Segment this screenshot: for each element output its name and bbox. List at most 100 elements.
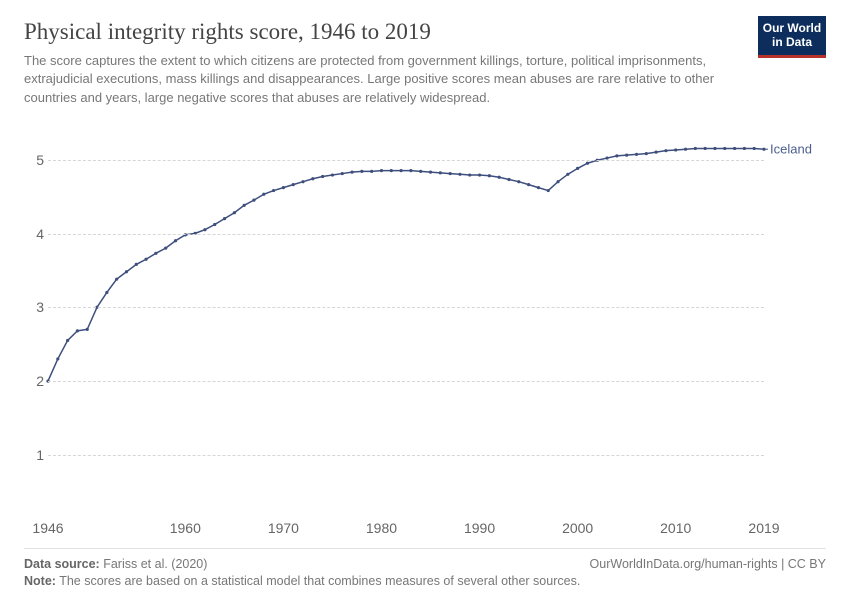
series-marker	[154, 252, 157, 255]
series-marker	[694, 147, 697, 150]
series-marker	[498, 176, 501, 179]
series-marker	[203, 228, 206, 231]
x-tick-label: 2000	[562, 520, 593, 536]
series-marker	[350, 171, 353, 174]
series-marker	[674, 148, 677, 151]
series-marker	[400, 169, 403, 172]
series-marker	[390, 169, 393, 172]
series-marker	[753, 147, 756, 150]
page-subtitle: The score captures the extent to which c…	[24, 52, 724, 109]
series-marker	[547, 189, 550, 192]
series-marker	[478, 174, 481, 177]
series-marker	[615, 154, 618, 157]
line-svg	[48, 130, 764, 514]
grid-line	[48, 455, 764, 456]
x-tick-label: 1946	[32, 520, 63, 536]
series-marker	[331, 174, 334, 177]
series-marker	[135, 263, 138, 266]
series-marker	[380, 169, 383, 172]
page-title: Physical integrity rights score, 1946 to…	[24, 18, 826, 46]
series-marker	[556, 180, 559, 183]
series-marker	[86, 328, 89, 331]
series-marker	[527, 183, 530, 186]
series-marker	[449, 172, 452, 175]
logo-line2: in Data	[772, 35, 812, 49]
series-marker	[664, 149, 667, 152]
note-label: Note:	[24, 574, 56, 588]
series-marker	[105, 291, 108, 294]
chart-area: 1234519461960197019801990200020102019Ice…	[24, 122, 826, 542]
series-marker	[174, 239, 177, 242]
owid-logo: Our World in Data	[758, 16, 826, 58]
series-marker	[311, 177, 314, 180]
series-marker	[301, 180, 304, 183]
series-marker	[458, 173, 461, 176]
series-marker	[125, 270, 128, 273]
series-marker	[566, 173, 569, 176]
series-marker	[243, 204, 246, 207]
series-marker	[576, 167, 579, 170]
x-tick-label: 1970	[268, 520, 299, 536]
y-tick-label: 4	[26, 226, 44, 242]
series-marker	[252, 199, 255, 202]
series-marker	[439, 171, 442, 174]
series-marker	[733, 147, 736, 150]
series-marker	[262, 193, 265, 196]
series-marker	[115, 278, 118, 281]
attribution: OurWorldInData.org/human-rights | CC BY	[590, 557, 826, 571]
series-marker	[66, 339, 69, 342]
series-marker	[713, 147, 716, 150]
series-marker	[684, 148, 687, 151]
grid-line	[48, 234, 764, 235]
y-tick-label: 3	[26, 299, 44, 315]
x-tick-label: 1980	[366, 520, 397, 536]
series-marker	[213, 223, 216, 226]
series-marker	[635, 153, 638, 156]
y-tick-label: 2	[26, 373, 44, 389]
footer: Data source: Fariss et al. (2020) OurWor…	[24, 548, 826, 588]
y-tick-label: 1	[26, 447, 44, 463]
x-tick-label: 2019	[748, 520, 779, 536]
series-marker	[370, 170, 373, 173]
series-marker	[164, 247, 167, 250]
series-marker	[586, 162, 589, 165]
note-value: The scores are based on a statistical mo…	[59, 574, 580, 588]
series-marker	[409, 169, 412, 172]
series-marker	[56, 357, 59, 360]
series-marker	[704, 147, 707, 150]
series-marker	[537, 186, 540, 189]
series-marker	[144, 258, 147, 261]
series-marker	[76, 329, 79, 332]
plot-rect: 1234519461960197019801990200020102019Ice…	[48, 130, 764, 514]
series-marker	[272, 189, 275, 192]
footnote: Note: The scores are based on a statisti…	[24, 574, 826, 588]
series-marker	[743, 147, 746, 150]
series-label: Iceland	[770, 142, 812, 157]
data-source: Data source: Fariss et al. (2020)	[24, 557, 207, 571]
grid-line	[48, 307, 764, 308]
series-marker	[341, 172, 344, 175]
series-marker	[429, 171, 432, 174]
series-marker	[488, 174, 491, 177]
grid-line	[48, 160, 764, 161]
series-marker	[360, 170, 363, 173]
series-marker	[723, 147, 726, 150]
series-marker	[419, 170, 422, 173]
x-tick-label: 1990	[464, 520, 495, 536]
y-tick-label: 5	[26, 152, 44, 168]
series-marker	[517, 180, 520, 183]
series-marker	[645, 152, 648, 155]
series-marker	[292, 183, 295, 186]
source-value: Fariss et al. (2020)	[103, 557, 207, 571]
series-marker	[468, 174, 471, 177]
series-marker	[282, 186, 285, 189]
series-marker	[625, 154, 628, 157]
series-marker	[655, 151, 658, 154]
series-marker	[233, 211, 236, 214]
series-line	[48, 149, 764, 382]
header: Physical integrity rights score, 1946 to…	[0, 0, 850, 108]
source-label: Data source:	[24, 557, 100, 571]
x-tick-label: 1960	[170, 520, 201, 536]
series-marker	[507, 178, 510, 181]
grid-line	[48, 381, 764, 382]
